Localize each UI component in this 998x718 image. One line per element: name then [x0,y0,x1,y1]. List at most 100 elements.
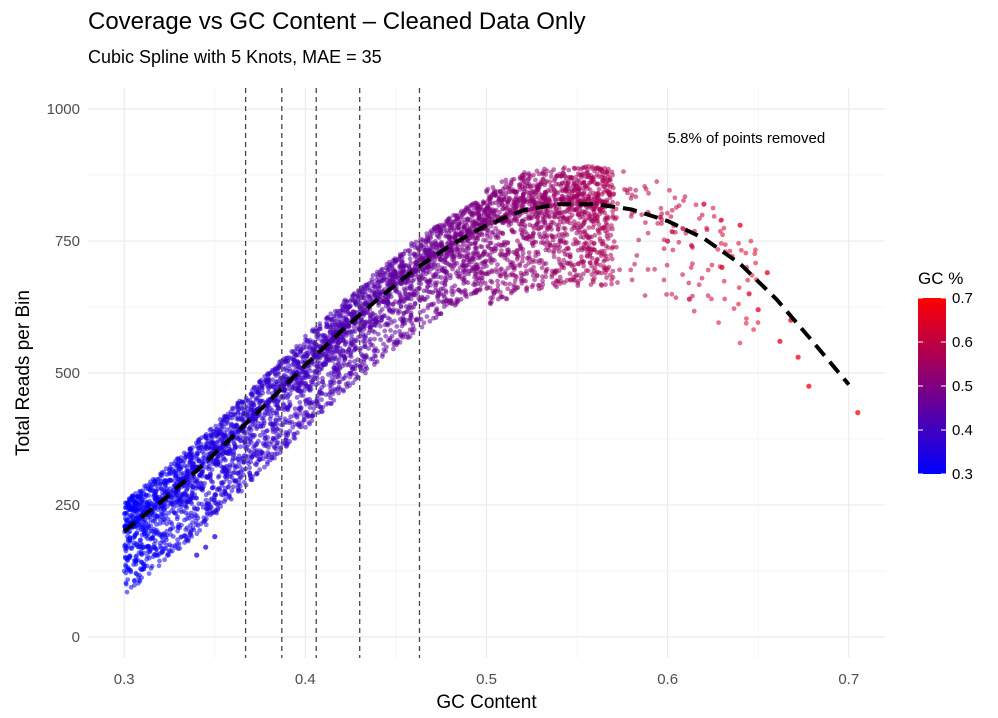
data-point [615,280,620,285]
data-point [325,335,330,341]
data-point [409,241,414,246]
data-point [186,538,191,544]
data-point [344,317,350,323]
data-point [288,414,294,420]
data-point [589,234,594,240]
data-point [328,328,333,333]
data-point [493,266,499,272]
data-point [236,477,242,482]
data-point [554,284,559,290]
data-point [258,377,264,383]
data-point [203,497,209,503]
data-point [131,578,137,584]
data-point [442,278,448,284]
data-point [606,166,611,172]
data-point [573,174,579,180]
data-point [585,197,591,203]
data-point [249,455,255,461]
data-point [375,331,381,337]
data-point [396,299,402,305]
data-point [407,285,413,291]
data-point [521,278,527,283]
data-point [304,412,310,418]
data-point [520,179,526,184]
data-point [142,483,148,489]
data-point [169,495,175,501]
data-point [341,353,347,358]
data-point [204,510,210,516]
data-point [254,453,260,459]
data-point [587,187,593,193]
data-point [150,519,156,524]
data-point [209,436,214,442]
data-point [461,267,467,273]
data-point [489,268,495,273]
data-point [584,233,590,238]
data-point [126,514,132,520]
data-point [398,254,403,259]
data-point [609,256,615,262]
data-point [517,243,523,249]
data-point [124,589,130,595]
data-point [200,455,206,461]
data-point [658,205,664,211]
data-point [755,320,761,325]
data-point [217,463,223,469]
data-point [575,171,581,177]
data-point [421,288,427,294]
data-point [559,193,565,199]
data-point [149,535,154,541]
data-point [686,280,692,286]
data-point [559,209,565,215]
data-point [228,422,234,428]
data-point [572,267,577,273]
data-point [380,299,385,305]
data-point [743,320,749,326]
data-point [178,455,184,460]
data-point [133,554,139,560]
data-point [238,438,244,444]
data-point [565,218,570,223]
data-point [387,316,393,322]
data-point [173,490,179,495]
data-point [372,353,377,358]
data-point [549,272,555,278]
data-point [540,214,546,220]
data-point [505,250,511,255]
data-point [669,207,675,213]
data-point [444,228,450,234]
data-point [294,395,300,400]
data-point [593,260,599,266]
data-point [680,225,685,231]
data-point [165,516,171,522]
data-point [438,226,444,232]
data-point [670,247,676,253]
data-point [512,263,518,269]
data-point [123,581,129,587]
data-point [189,484,195,490]
data-point [223,466,229,472]
data-point [375,274,381,279]
data-point [472,211,478,217]
data-point [479,261,484,266]
data-point [487,209,493,215]
data-point [265,461,270,467]
data-point [161,540,167,545]
data-point [307,345,312,351]
data-point [333,388,338,393]
data-point [229,488,235,494]
data-point [336,379,342,385]
data-point [136,574,141,580]
data-point [485,243,491,249]
data-point [569,212,575,218]
data-point [328,395,333,401]
data-point [272,455,277,461]
data-point [453,301,459,307]
data-point [403,280,408,286]
data-point [154,553,160,558]
data-point [567,197,572,203]
data-point [495,278,500,284]
data-point [555,190,561,196]
data-point [315,336,321,341]
data-point [275,405,281,410]
